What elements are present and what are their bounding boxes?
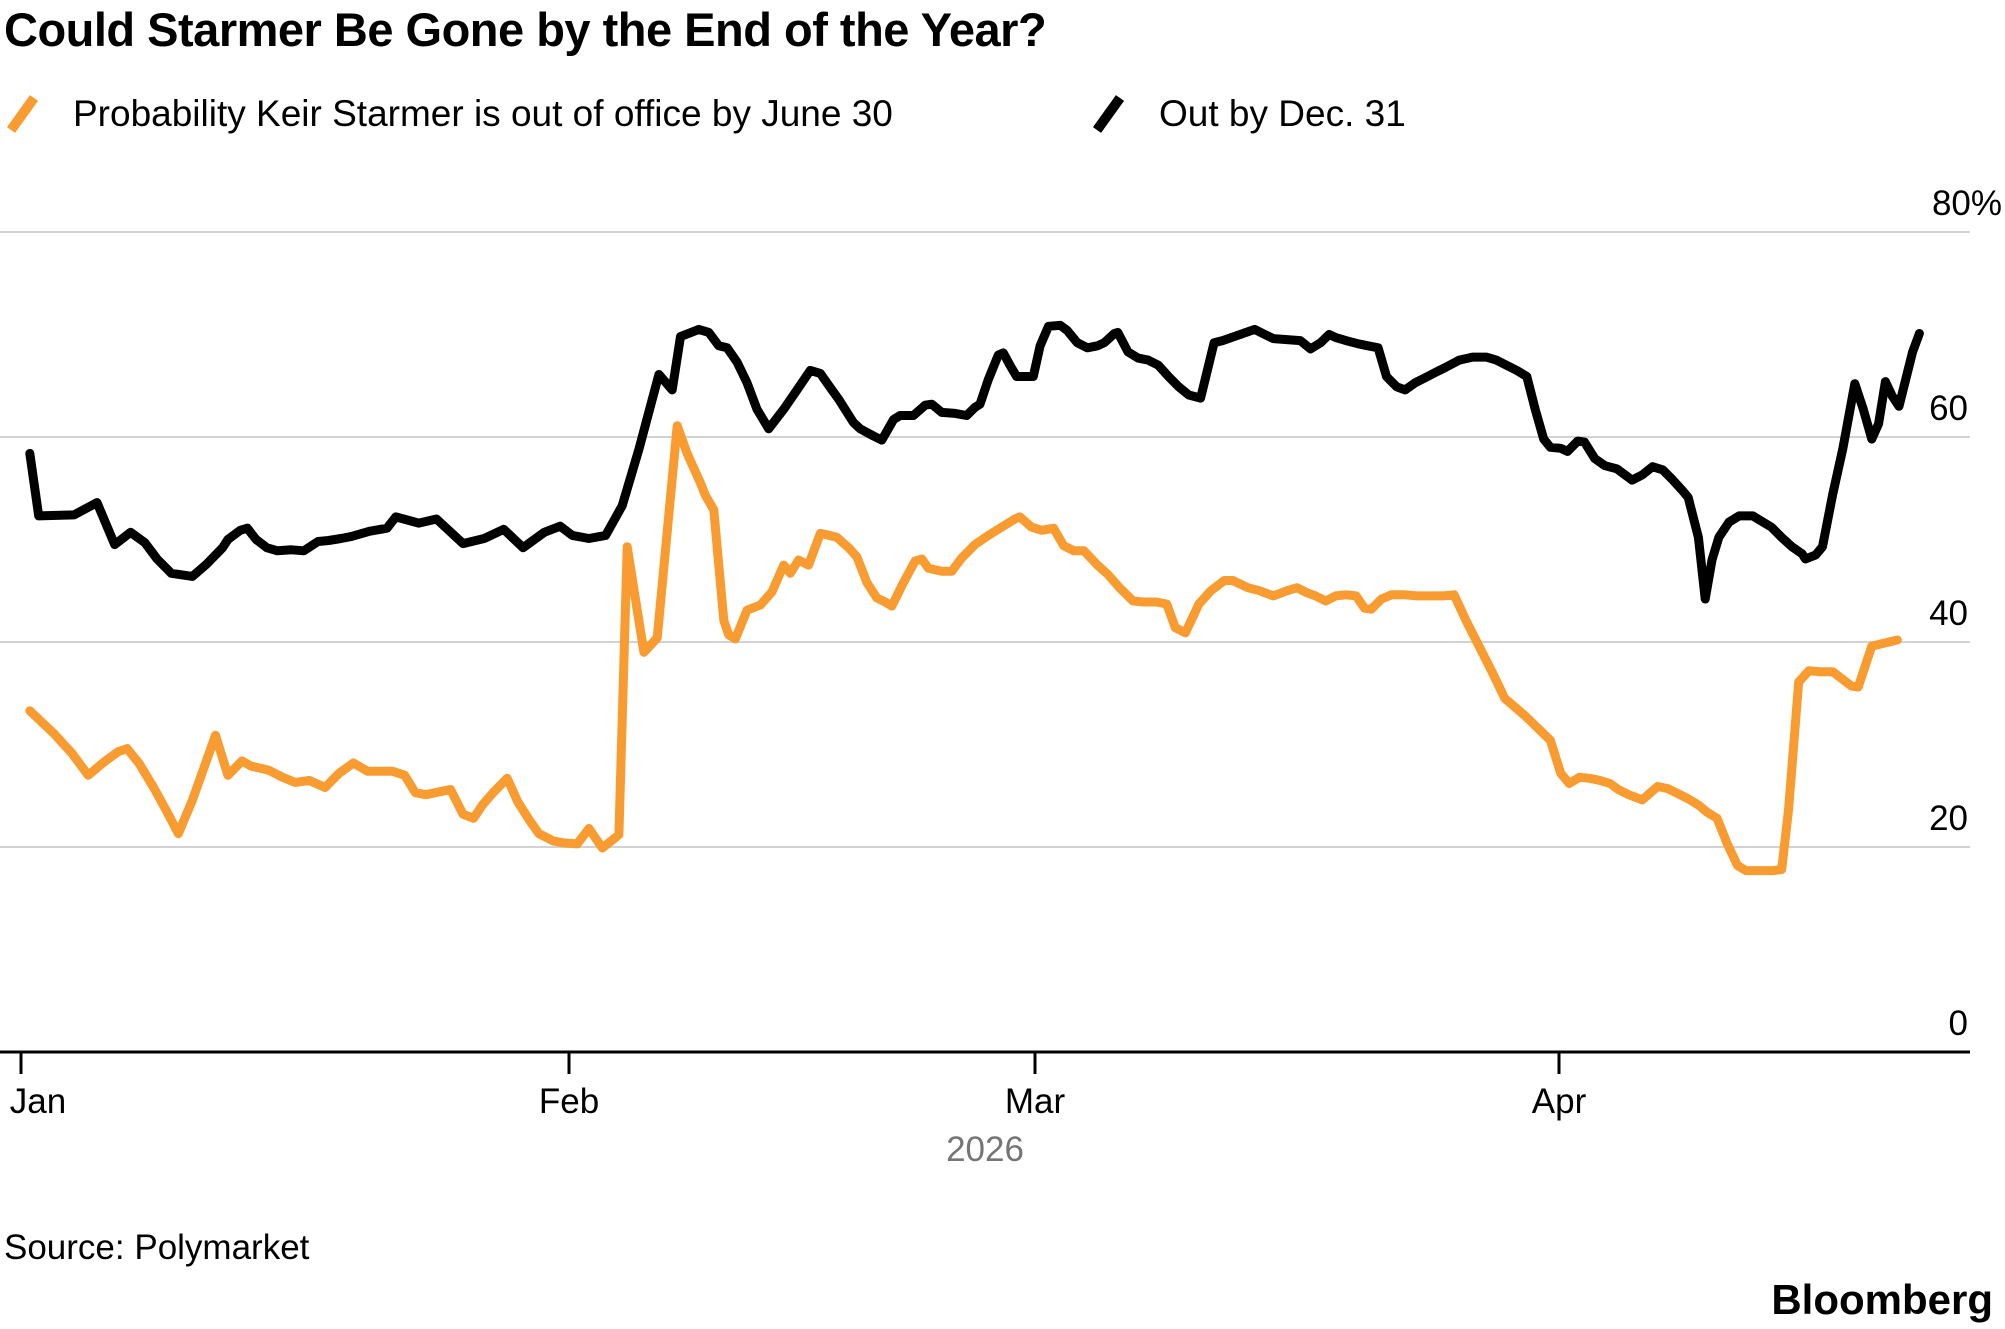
x-axis-label: Feb bbox=[538, 1082, 600, 1121]
legend-label-dec-31: Out by Dec. 31 bbox=[1159, 93, 1406, 134]
black-slash-icon bbox=[1092, 95, 1125, 133]
y-axis-label: 40 bbox=[1929, 594, 1968, 633]
y-axis-label: 20 bbox=[1929, 799, 1968, 838]
legend-label-june-30: Probability Keir Starmer is out of offic… bbox=[73, 93, 893, 134]
source-note: Source: Polymarket bbox=[4, 1228, 310, 1267]
legend: Probability Keir Starmer is out of offic… bbox=[6, 93, 2001, 141]
bloomberg-logo: Bloomberg bbox=[1771, 1276, 1993, 1323]
y-axis-label: 60 bbox=[1929, 389, 1968, 428]
legend-item-dec-31: Out by Dec. 31 bbox=[1092, 93, 1406, 135]
x-axis-label: Jan bbox=[9, 1082, 67, 1121]
x-axis-label: Mar bbox=[1004, 1082, 1066, 1121]
x-axis-label: Apr bbox=[1531, 1082, 1587, 1121]
page-title: Could Starmer Be Gone by the End of the … bbox=[4, 3, 1047, 56]
legend-item-june-30: Probability Keir Starmer is out of offic… bbox=[6, 93, 893, 135]
series-line-probability-keir-starmer-is-out-of-office-by-june-30 bbox=[25, 421, 1902, 876]
orange-slash-icon bbox=[6, 95, 39, 133]
y-axis-label: 80% bbox=[1931, 184, 2002, 223]
x-axis-year-label: 2026 bbox=[946, 1130, 1024, 1169]
y-axis-label: 0 bbox=[1948, 1004, 1968, 1043]
series-line-out-by-dec-31 bbox=[25, 320, 1924, 604]
